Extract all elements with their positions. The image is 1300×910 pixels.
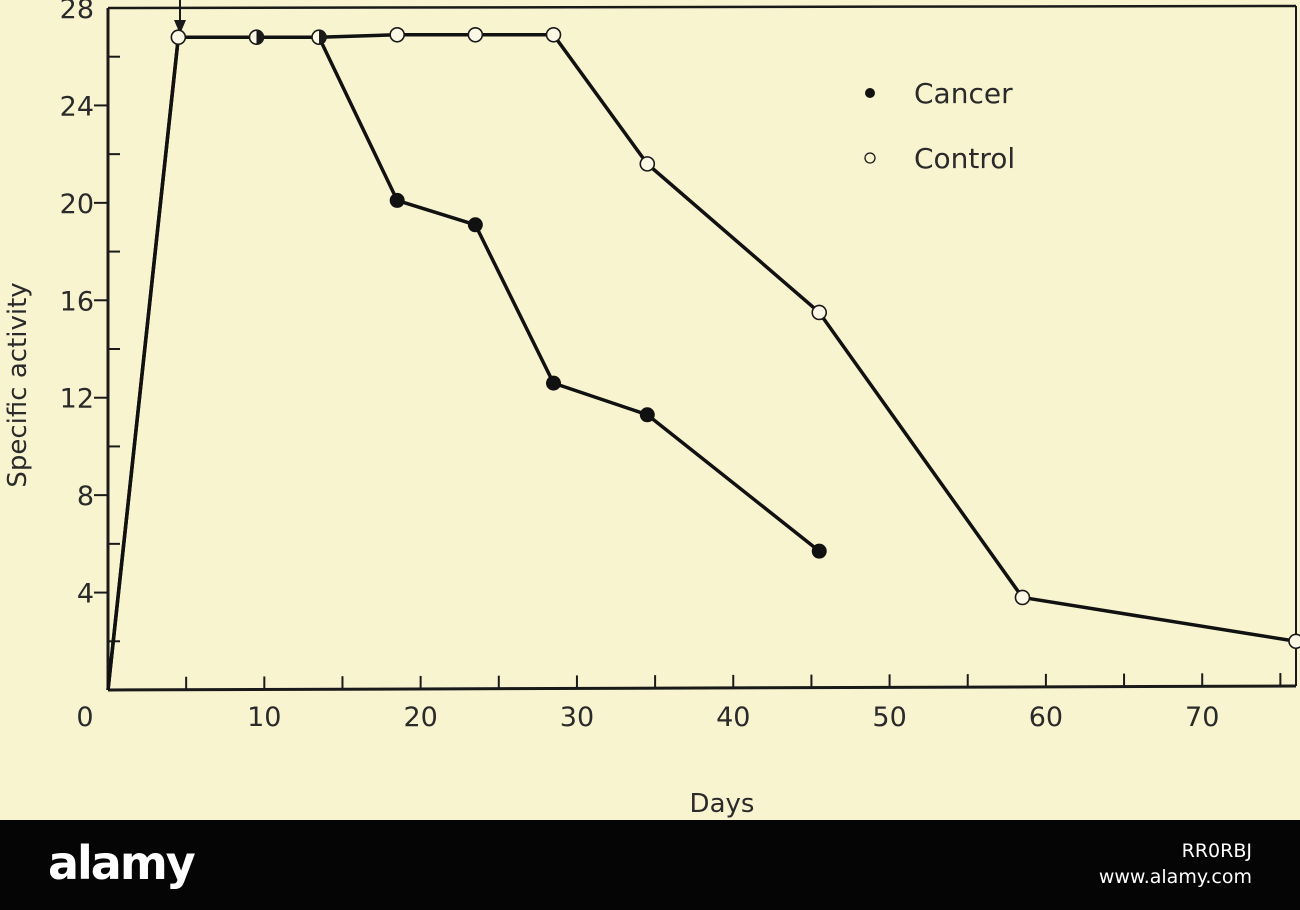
- x-tick-label: 60: [1029, 702, 1063, 733]
- series: [106, 26, 1300, 691]
- arrow-head: [174, 20, 186, 34]
- point-cancer: [467, 217, 483, 233]
- point-control: [1014, 589, 1031, 606]
- x-tick-label: 50: [872, 702, 906, 733]
- x-tick-label: 40: [716, 702, 750, 733]
- point-cancer: [389, 192, 405, 208]
- series-line-control: [106, 33, 1297, 691]
- y-tick-label: 8: [77, 481, 94, 512]
- legend-marker-cancer: [865, 88, 875, 98]
- chart-area: 4 8 12 16 20 24 28 0 10 20 30 40 50 60 70 Cancer Contro…: [3, 0, 1300, 819]
- legend-marker-control: [864, 152, 876, 164]
- point-cancer: [811, 543, 827, 559]
- top-border-line: [107, 4, 1297, 10]
- point-control: [1288, 633, 1300, 650]
- x-axis-line: [107, 684, 1297, 692]
- site-url: www.alamy.com: [1098, 866, 1252, 888]
- point-control: [170, 29, 187, 46]
- x-axis-title: Days: [690, 789, 755, 819]
- legend: Cancer Control: [864, 77, 1015, 175]
- point-control: [639, 156, 656, 172]
- x-tick-label: 70: [1185, 702, 1219, 733]
- point-shared-fill: [256, 30, 264, 45]
- ticks: 4 8 12 16 20 24 28 0 10 20 30 40 50 60 70: [60, 0, 1282, 733]
- point-control: [811, 304, 828, 321]
- point-control: [467, 26, 484, 43]
- y-tick-label: 24: [60, 91, 94, 122]
- y-tick-label: 28: [60, 0, 94, 25]
- image-credit: RR0RBJ www.alamy.com: [1099, 838, 1252, 890]
- footer-bar: alamy RR0RBJ www.alamy.com: [0, 820, 1300, 910]
- point-cancer: [639, 407, 655, 423]
- y-tick-label: 20: [60, 189, 94, 220]
- y-tick-label: 4: [77, 579, 94, 610]
- y-tick-label: 16: [60, 286, 94, 317]
- legend-label-control: Control: [914, 142, 1015, 175]
- alamy-logo: alamy: [48, 836, 196, 890]
- axes: [106, 0, 1297, 692]
- y-axis-title: Specific activity: [3, 282, 33, 487]
- point-shared-fill: [319, 30, 327, 45]
- point-control: [389, 26, 405, 43]
- x-tick-label: 10: [247, 702, 281, 733]
- image-id: RR0RBJ: [1181, 840, 1252, 862]
- point-cancer: [546, 375, 561, 391]
- point-control: [545, 26, 562, 43]
- x-tick-label: 30: [560, 702, 594, 733]
- x-tick-label: 0: [76, 702, 93, 733]
- legend-label-cancer: Cancer: [914, 77, 1013, 110]
- line-chart: 4 8 12 16 20 24 28 0 10 20 30 40 50 60 70 Cancer Contro…: [3, 0, 1300, 819]
- series-line-cancer: [106, 35, 821, 691]
- y-tick-label: 12: [60, 384, 94, 415]
- x-tick-label: 20: [403, 702, 437, 733]
